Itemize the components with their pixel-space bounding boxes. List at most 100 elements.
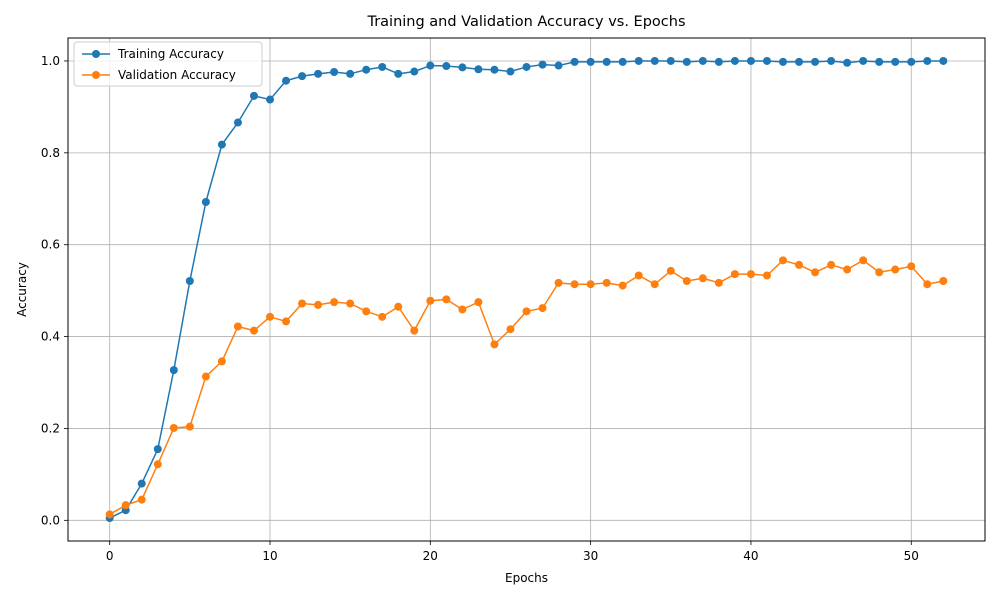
data-point-validation (282, 317, 291, 326)
data-point-training (490, 65, 499, 74)
data-point-training (458, 63, 467, 72)
data-point-training (602, 57, 611, 66)
data-point-validation (137, 495, 146, 504)
data-point-validation (923, 280, 932, 289)
data-point-validation (410, 326, 419, 335)
data-point-validation (153, 460, 162, 469)
data-point-training (233, 118, 242, 127)
data-point-training (762, 56, 771, 65)
x-tick-label: 20 (423, 549, 438, 563)
data-point-training (137, 479, 146, 488)
data-point-training (266, 95, 274, 104)
data-point-validation (682, 277, 691, 285)
data-point-validation (859, 256, 868, 265)
data-point-training (249, 91, 258, 100)
data-point-validation (779, 256, 787, 265)
data-point-training (522, 62, 531, 71)
data-point-validation (746, 270, 755, 279)
data-point-training (618, 57, 627, 66)
data-point-validation (346, 299, 355, 308)
data-point-training (394, 69, 403, 78)
data-point-validation (169, 424, 178, 432)
data-point-validation (875, 268, 884, 277)
data-point-training (362, 65, 371, 74)
data-point-validation (506, 325, 515, 334)
data-point-training (330, 67, 339, 76)
series-layer (105, 56, 948, 523)
data-point-validation (650, 280, 659, 289)
x-tick-label: 50 (904, 549, 919, 563)
data-point-training (554, 61, 563, 70)
legend-entry-training: Training Accuracy (82, 47, 224, 61)
data-point-validation (330, 298, 339, 307)
data-point-training (201, 197, 210, 206)
y-tick-label: 0.2 (41, 421, 60, 435)
data-point-training (859, 56, 868, 65)
data-point-validation (394, 302, 403, 311)
data-point-training (185, 277, 194, 285)
data-point-validation (811, 268, 820, 277)
data-point-training (650, 56, 659, 65)
data-point-training (426, 61, 435, 70)
data-point-training (827, 56, 836, 65)
data-point-validation (762, 271, 771, 280)
data-point-training (217, 140, 226, 149)
data-point-validation (442, 295, 451, 304)
x-tick-label: 10 (262, 549, 277, 563)
data-point-validation (714, 278, 723, 287)
y-tick-label: 0.0 (41, 513, 60, 527)
data-point-validation (730, 270, 739, 279)
data-point-training (538, 60, 547, 69)
data-point-validation (378, 312, 387, 321)
data-point-validation (602, 278, 611, 287)
data-point-validation (843, 265, 852, 274)
legend-box (73, 41, 263, 87)
data-point-training (153, 445, 162, 454)
data-point-validation (907, 262, 916, 271)
data-point-validation (298, 299, 307, 308)
data-point-validation (185, 422, 194, 431)
data-point-training (506, 67, 515, 76)
data-point-validation (121, 501, 130, 510)
data-point-validation (570, 280, 579, 289)
data-point-training (346, 69, 355, 78)
data-point-training (634, 56, 643, 65)
data-point-validation (795, 260, 804, 269)
data-point-training (169, 366, 178, 375)
data-point-validation (105, 510, 114, 519)
data-point-training (298, 72, 307, 81)
data-point-validation (939, 277, 948, 285)
y-tick-label: 0.6 (41, 238, 60, 252)
data-point-training (875, 57, 884, 66)
data-point-training (586, 57, 595, 66)
data-point-training (378, 62, 387, 71)
data-point-validation (586, 280, 595, 289)
legend-label-validation: Validation Accuracy (118, 68, 236, 82)
data-point-validation (426, 296, 435, 305)
data-point-training (714, 57, 723, 66)
data-point-validation (634, 271, 643, 280)
data-point-validation (538, 304, 547, 313)
data-point-training (907, 57, 916, 66)
x-tick-label: 40 (743, 549, 758, 563)
data-point-validation (362, 307, 371, 316)
data-point-validation (554, 278, 563, 287)
data-point-validation (474, 298, 483, 307)
y-tick-label: 0.8 (41, 146, 60, 160)
data-point-training (923, 56, 932, 65)
data-point-validation (249, 326, 258, 335)
data-point-training (442, 62, 451, 71)
data-point-validation (490, 340, 499, 349)
legend-marker-training (92, 50, 100, 58)
x-tick-label: 30 (583, 549, 598, 563)
chart-title: Training and Validation Accuracy vs. Epo… (366, 14, 685, 30)
data-point-validation (233, 322, 242, 331)
legend-entry-validation: Validation Accuracy (82, 68, 236, 82)
y-tick-label: 1.0 (41, 54, 60, 68)
data-point-training (746, 56, 755, 65)
plot-frame (67, 37, 986, 542)
legend: Training Accuracy Validation Accuracy (73, 41, 263, 87)
y-tick-label: 0.4 (41, 330, 60, 344)
y-axis-label: Accuracy (15, 262, 29, 317)
series-validation (105, 256, 948, 519)
